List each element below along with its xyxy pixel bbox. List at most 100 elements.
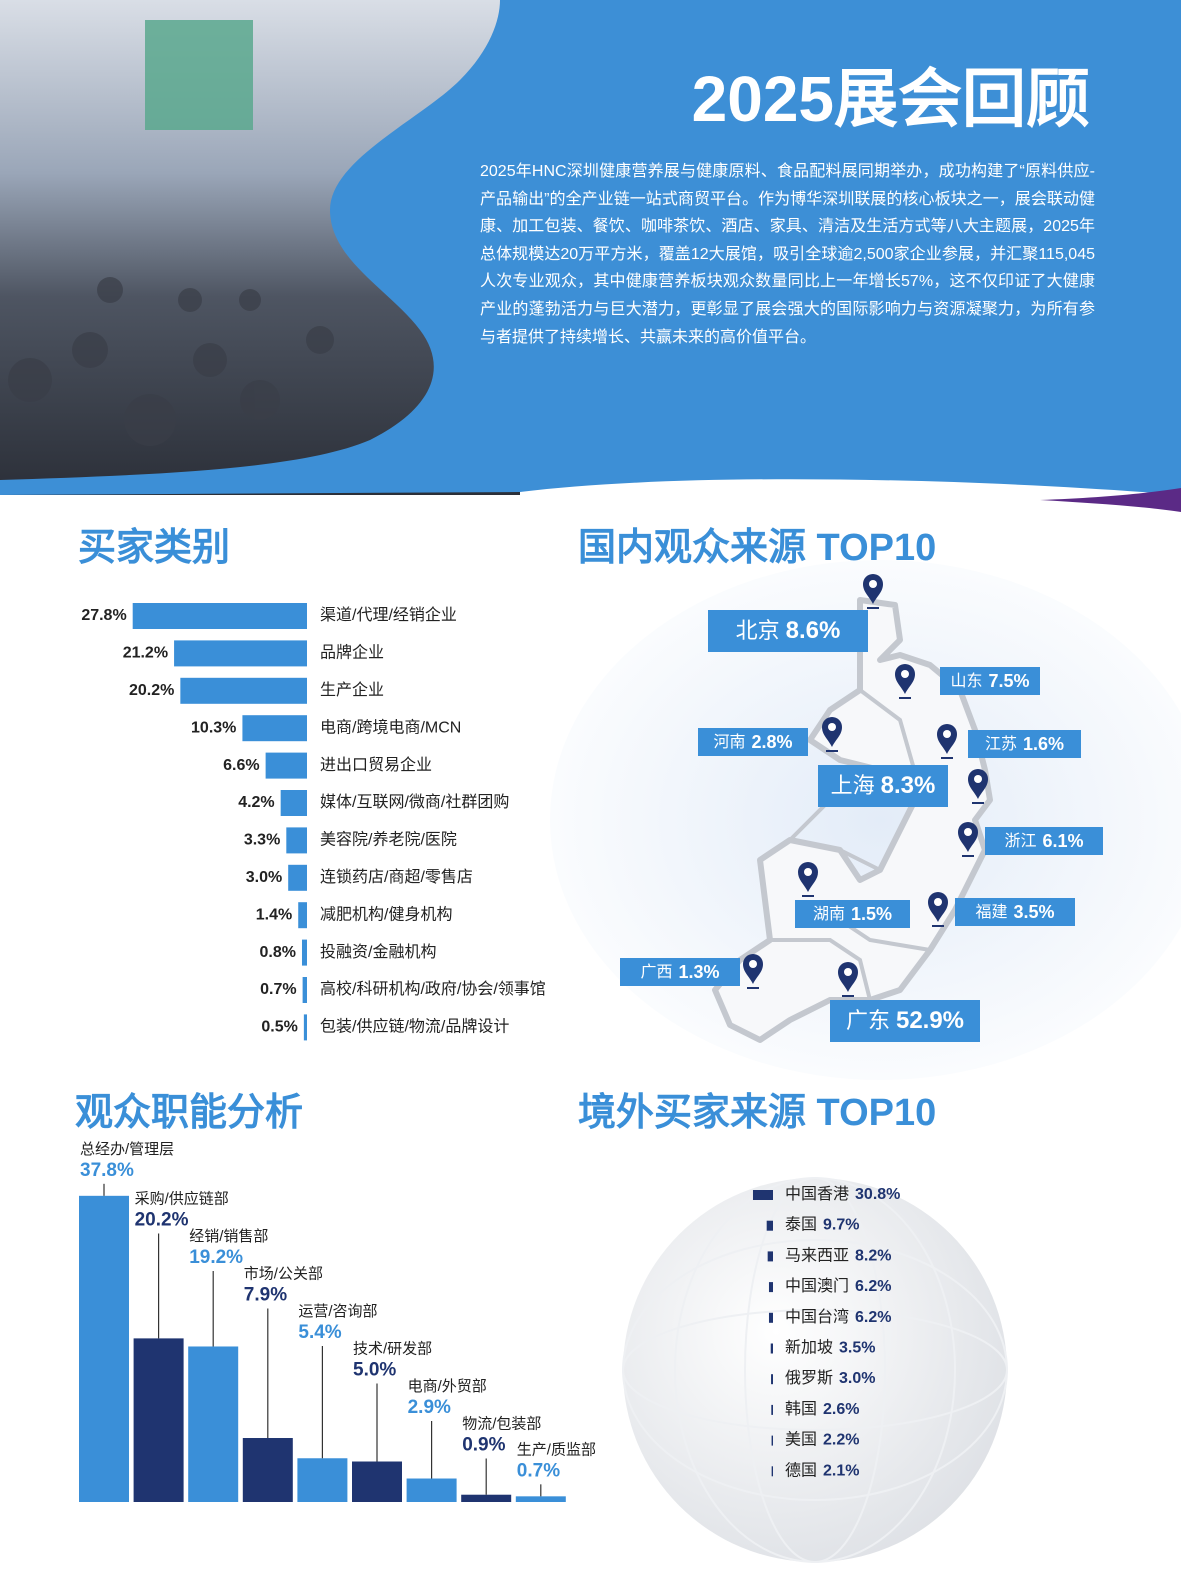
region-value: 1.6% [1023,734,1064,754]
map-pin-dot [828,723,836,731]
bar [303,1014,307,1041]
category-label: 生产企业 [320,681,384,699]
map-pin-dot [844,968,852,976]
section-title: 买家类别 [78,527,230,569]
region-name: 湖南 [813,905,845,923]
bar [280,790,307,816]
category-label: 减肥机构/健身机构 [320,905,452,923]
region-value: 7.5% [988,671,1029,691]
region-box [818,765,948,807]
category-label: 包装/供应链/物流/品牌设计 [320,1017,509,1036]
country-name: 泰国 [785,1216,817,1234]
region-box [795,900,910,928]
map-pin [928,892,948,922]
region-label: 河南 2.8% [713,732,792,752]
region-label: 山东 7.5% [950,671,1029,691]
value-label: 20.2% [135,1210,189,1231]
country-label: 韩国 2.6% [785,1400,859,1418]
column [515,1496,566,1502]
column [188,1346,239,1502]
map-pin [968,769,988,799]
region-name: 山东 [950,672,982,690]
region-name: 上海 [831,773,875,798]
region-label: 上海 8.3% [831,772,936,799]
bar [286,827,307,854]
intro-text: 2025年HNC深圳健康营养展与健康原料、食品配料展同期举办，成功构建了“原料供… [480,163,1095,346]
bar [771,1466,773,1477]
region-name: 广西 [640,963,672,981]
country-name: 中国澳门 [785,1277,849,1295]
map-pin [895,664,915,694]
map-pin-dot [974,775,982,783]
region-value: 6.1% [1042,831,1083,851]
value-label: 2.9% [408,1397,451,1418]
header-band [0,0,1181,495]
category-label: 连锁药店/商超/零售店 [320,868,473,886]
region-name: 河南 [713,733,745,751]
region-value: 2.8% [751,732,792,752]
region-name: 浙江 [1004,832,1036,850]
globe-grid [622,1177,1008,1563]
accent-strip [1040,488,1181,512]
category-label: 品牌企业 [320,644,384,662]
country-value: 8.2% [855,1248,891,1265]
bar [301,939,307,966]
category-label: 采购/供应链部 [135,1189,229,1207]
value-label: 5.0% [353,1360,396,1381]
region-box [830,1000,980,1042]
country-name: 俄罗斯 [785,1369,833,1387]
bar [180,677,307,704]
region-name: 北京 [736,618,780,643]
bar [768,1312,773,1323]
value-label: 0.9% [462,1435,505,1456]
country-value: 2.6% [823,1401,859,1418]
country-name: 美国 [785,1431,817,1449]
bar [770,1343,773,1354]
region-value: 52.9% [896,1007,964,1034]
section-title: 国内观众来源 TOP10 [578,527,936,569]
category-label: 总经办/管理层 [80,1141,174,1158]
value-label: 4.2% [238,794,274,811]
region-name: 福建 [975,903,1007,921]
bar [768,1282,773,1293]
column [461,1494,512,1502]
region-label: 北京 8.6% [736,617,841,644]
bar [174,640,307,667]
column [133,1338,184,1502]
country-name: 新加坡 [785,1339,833,1357]
country-label: 泰国 9.7% [785,1216,859,1234]
region-value: 3.5% [1013,902,1054,922]
category-label: 市场/公关部 [244,1265,323,1282]
country-label: 马来西亚 8.2% [785,1247,891,1265]
category-label: 美容院/养老院/医院 [320,831,457,849]
map-pin [863,574,883,604]
map-pin [958,822,978,852]
country-value: 2.2% [823,1432,859,1449]
region-box [708,610,868,652]
value-label: 21.2% [123,645,168,662]
value-label: 0.5% [261,1019,297,1036]
column [352,1461,402,1502]
category-label: 渠道/代理/经销企业 [320,606,457,624]
region-box [955,898,1075,926]
region-label: 广东 52.9% [846,1007,964,1034]
category-label: 技术/研发部 [353,1340,432,1357]
bar [302,977,307,1003]
category-label: 进出口贸易企业 [320,756,432,774]
map-pin [743,954,763,984]
region-label: 福建 3.5% [975,902,1054,922]
value-label: 0.7% [260,981,296,998]
region-name: 广东 [846,1008,890,1033]
region-label: 江苏 1.6% [985,734,1064,754]
bar [132,603,307,629]
category-label: 运营/咨询部 [298,1303,377,1320]
map-pin-dot [804,868,812,876]
page-title: 2025展会回顾 [692,63,1090,135]
country-name: 马来西亚 [785,1247,849,1265]
column [79,1195,129,1502]
region-label: 浙江 6.1% [1004,831,1083,851]
category-label: 经销/销售部 [189,1228,268,1245]
value-label: 7.9% [244,1285,287,1306]
bar [752,1190,773,1200]
country-name: 中国香港 [785,1185,849,1203]
